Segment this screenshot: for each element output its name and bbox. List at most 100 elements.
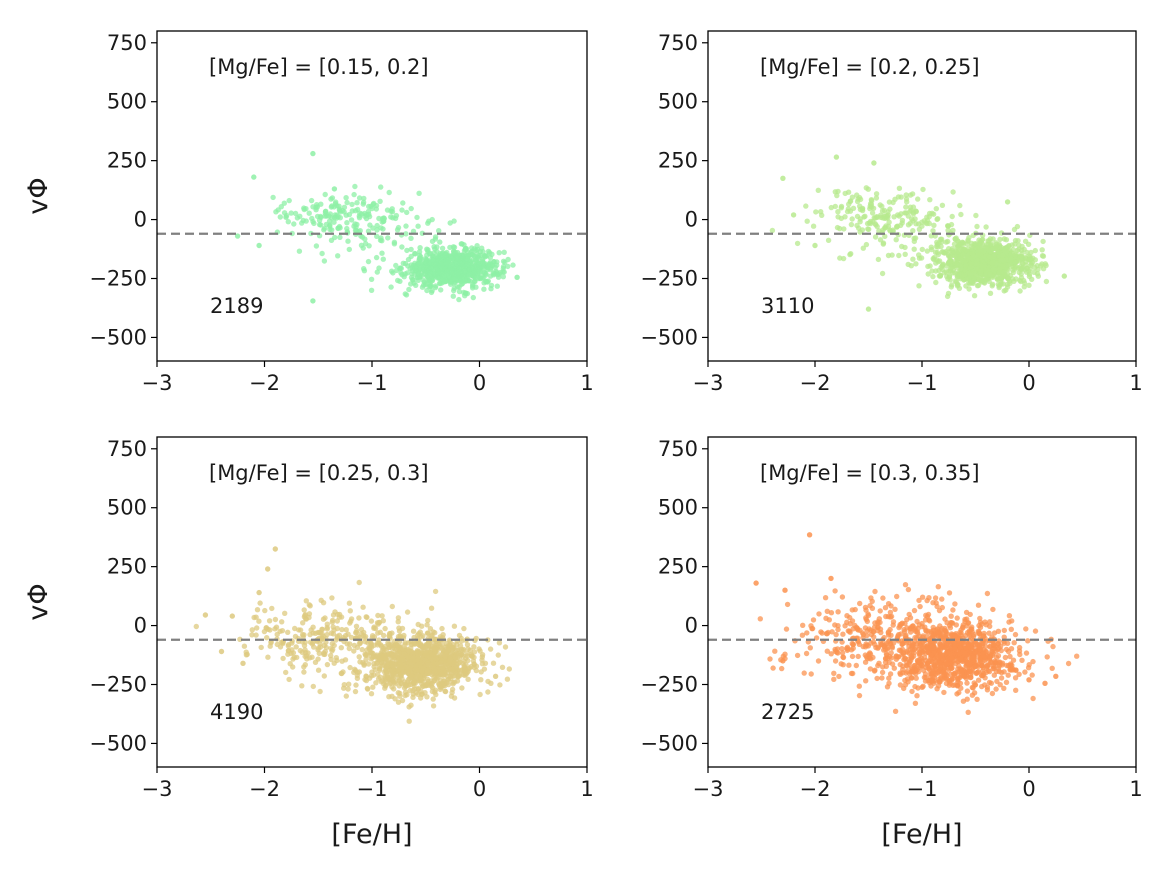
- scatter-point: [346, 246, 352, 253]
- scatter-point: [996, 269, 1003, 276]
- scatter-point: [386, 694, 392, 700]
- scatter-point: [937, 236, 944, 242]
- scatter-point: [869, 605, 876, 611]
- scatter-point: [360, 632, 367, 639]
- scatter-point: [390, 215, 396, 221]
- scatter-point: [229, 613, 235, 619]
- scatter-point: [334, 625, 340, 632]
- scatter-point: [406, 286, 412, 293]
- scatter-point: [975, 677, 982, 683]
- scatter-point: [351, 669, 357, 675]
- scatter-point: [886, 680, 892, 686]
- scatter-point: [1000, 252, 1006, 259]
- scatter-point: [971, 664, 977, 671]
- y-tick-label: 500: [107, 90, 147, 114]
- scatter-point: [806, 532, 813, 538]
- scatter-point: [424, 681, 430, 687]
- scatter-point: [928, 628, 934, 635]
- scatter-point: [930, 674, 936, 680]
- scatter-point: [458, 638, 465, 644]
- scatter-point: [815, 658, 822, 664]
- scatter-point: [911, 238, 917, 245]
- scatter-point: [1040, 238, 1046, 245]
- scatter-point: [466, 270, 473, 276]
- scatter-point: [352, 227, 359, 233]
- scatter-point: [419, 668, 425, 674]
- scatter-point: [844, 645, 850, 652]
- scatter-point: [930, 600, 936, 606]
- scatter-point: [1029, 276, 1035, 282]
- scatter-point: [799, 632, 806, 638]
- scatter-point: [455, 277, 462, 283]
- scatter-point: [948, 284, 954, 290]
- scatter-point: [462, 247, 469, 253]
- scatter-point: [375, 676, 382, 682]
- scatter-point: [379, 647, 386, 654]
- scatter-point: [872, 641, 878, 648]
- scatter-point: [470, 658, 477, 664]
- scatter-point: [244, 651, 250, 658]
- scatter-point: [368, 691, 375, 697]
- scatter-point: [476, 262, 482, 268]
- scatter-point: [376, 215, 382, 222]
- scatter-point: [934, 686, 940, 692]
- scatter-point: [862, 604, 869, 611]
- scatter-point: [886, 199, 893, 205]
- scatter-point: [984, 267, 990, 273]
- scatter-point: [937, 623, 943, 629]
- scatter-point: [419, 284, 426, 290]
- scatter-point: [1026, 662, 1032, 668]
- scatter-point: [1001, 236, 1007, 242]
- scatter-point: [842, 190, 848, 197]
- scatter-point: [399, 244, 405, 250]
- scatter-point: [354, 672, 360, 679]
- scatter-point: [439, 665, 446, 671]
- scatter-point: [912, 700, 919, 706]
- scatter-point: [455, 270, 461, 276]
- scatter-point: [950, 227, 956, 234]
- scatter-point: [254, 607, 261, 613]
- scatter-point: [956, 640, 962, 646]
- scatter-point: [910, 256, 916, 262]
- scatter-point: [471, 265, 478, 271]
- scatter-point: [896, 631, 902, 638]
- scatter-point: [987, 254, 993, 260]
- scatter-point: [959, 671, 965, 678]
- scatter-point: [887, 609, 894, 616]
- scatter-point: [986, 655, 993, 661]
- scatter-point: [1035, 273, 1042, 279]
- scatter-point: [894, 593, 900, 600]
- scatter-point: [257, 600, 263, 606]
- scatter-point: [935, 584, 941, 590]
- scatter-point: [952, 645, 958, 652]
- scatter-point: [1032, 247, 1039, 254]
- scatter-point: [888, 655, 895, 661]
- scatter-point: [1005, 275, 1012, 281]
- y-tick-label: 750: [658, 31, 698, 55]
- scatter-point: [944, 672, 950, 679]
- scatter-point: [277, 214, 283, 220]
- scatter-point: [344, 199, 350, 206]
- scatter-point: [987, 619, 993, 625]
- scatter-point: [964, 680, 970, 686]
- scatter-point: [967, 611, 973, 618]
- scatter-point: [378, 643, 385, 649]
- scatter-point: [839, 650, 846, 656]
- scatter-point: [492, 264, 498, 270]
- scatter-point: [954, 261, 960, 267]
- scatter-point: [443, 649, 450, 655]
- scatter-point: [433, 283, 439, 289]
- scatter-point: [860, 245, 866, 251]
- scatter-point: [258, 644, 264, 651]
- scatter-point: [983, 638, 989, 645]
- x-tick-label: −2: [249, 777, 280, 801]
- scatter-point: [906, 611, 912, 618]
- scatter-point: [510, 262, 516, 268]
- scatter-point: [484, 278, 490, 285]
- scatter-point: [450, 244, 457, 250]
- scatter-point: [911, 607, 918, 614]
- y-tick-label: 0: [134, 208, 147, 232]
